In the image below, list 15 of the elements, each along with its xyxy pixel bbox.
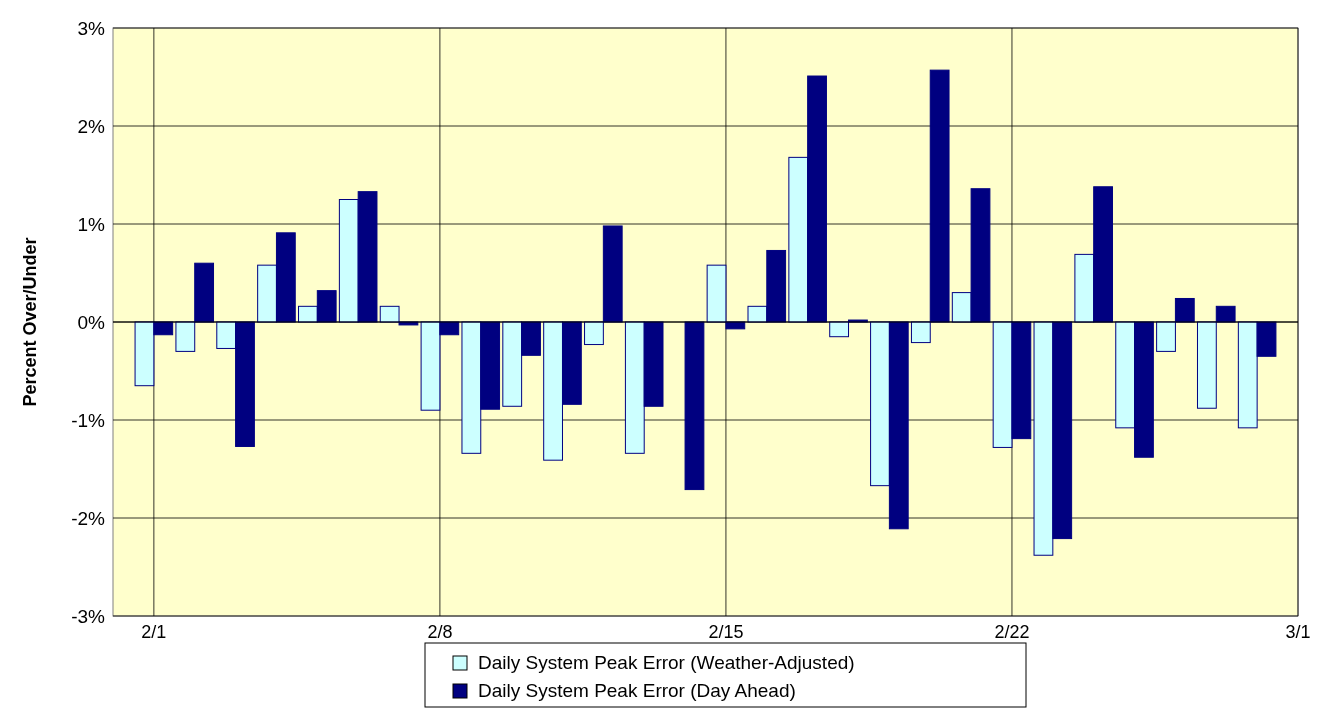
y-tick-label: -2% <box>71 507 106 529</box>
x-tick-label: 2/1 <box>141 622 167 642</box>
x-tick-label: 3/1 <box>1285 622 1311 642</box>
y-axis-title: Percent Over/Under <box>20 237 40 407</box>
x-tick-label: 2/22 <box>994 622 1030 642</box>
y-tick-label: 1% <box>77 213 106 235</box>
y-tick-label: 3% <box>77 17 106 39</box>
y-tick-label: -3% <box>71 605 106 627</box>
legend-label: Daily System Peak Error (Day Ahead) <box>478 680 796 701</box>
y-tick-label: -1% <box>71 409 106 431</box>
y-tick-label: 0% <box>77 311 106 333</box>
legend-label: Daily System Peak Error (Weather-Adjusted) <box>478 652 855 673</box>
x-tick-label: 2/8 <box>427 622 453 642</box>
y-tick-label: 2% <box>77 115 106 137</box>
x-tick-label: 2/15 <box>708 622 744 642</box>
